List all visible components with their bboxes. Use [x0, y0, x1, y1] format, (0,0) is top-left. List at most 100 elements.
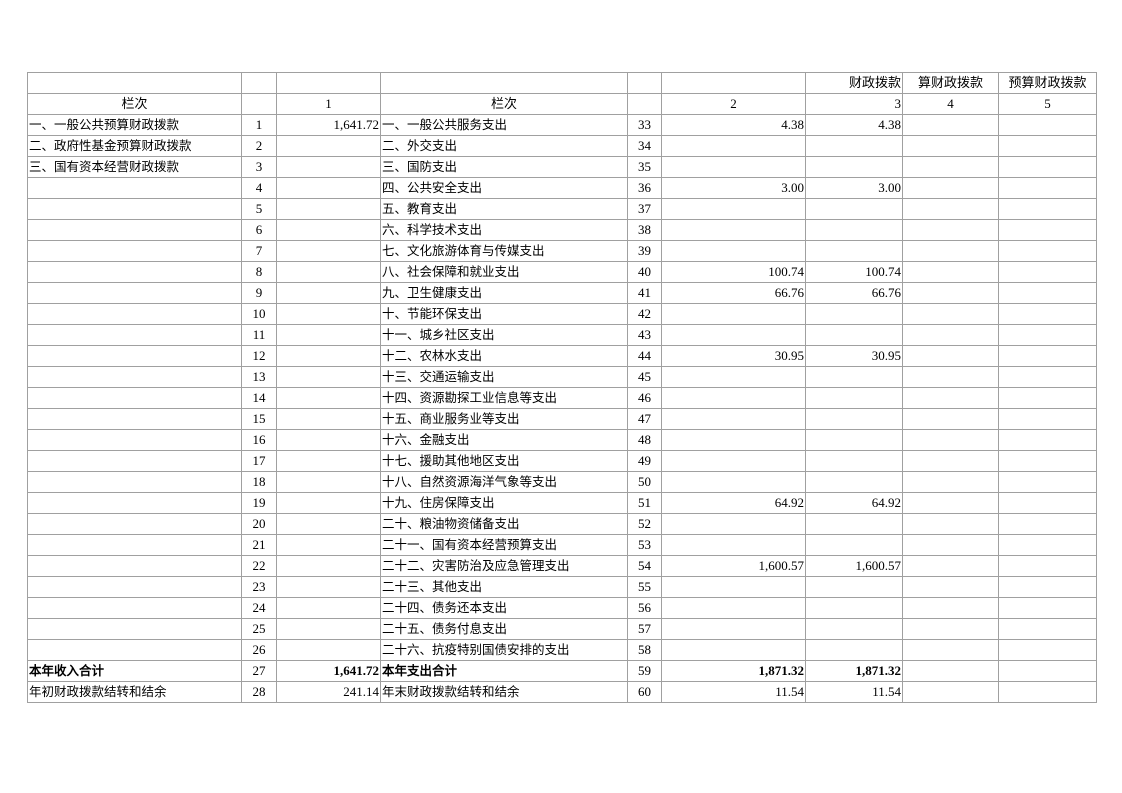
cell: 14 — [241, 387, 277, 409]
cell — [661, 366, 806, 388]
cell: 十二、农林水支出 — [380, 345, 628, 367]
cell — [27, 450, 242, 472]
table-row: 6 六、科学技术支出 38 — [27, 219, 1097, 241]
cell: 43 — [627, 324, 662, 346]
cell — [27, 513, 242, 535]
cell — [902, 681, 999, 703]
cell — [661, 450, 806, 472]
cell: 57 — [627, 618, 662, 640]
table-row: 23 二十三、其他支出 55 — [27, 576, 1097, 598]
cell — [805, 156, 903, 178]
cell — [902, 387, 999, 409]
cell: 47 — [627, 408, 662, 430]
cell — [902, 219, 999, 241]
cell — [805, 639, 903, 661]
table-row: 二、政府性基金预算财政拨款 2 二、外交支出 34 — [27, 135, 1097, 157]
cell: 30.95 — [661, 345, 806, 367]
cell: 十四、资源勘探工业信息等支出 — [380, 387, 628, 409]
cell — [805, 198, 903, 220]
cell: 3.00 — [805, 177, 903, 199]
cell — [805, 597, 903, 619]
cell: 25 — [241, 618, 277, 640]
cell — [998, 618, 1097, 640]
cell — [998, 198, 1097, 220]
cell — [627, 93, 662, 115]
cell — [661, 513, 806, 535]
cell: 26 — [241, 639, 277, 661]
cell — [998, 660, 1097, 682]
cell: 51 — [627, 492, 662, 514]
cell: 1,600.57 — [661, 555, 806, 577]
cell: 二、外交支出 — [380, 135, 628, 157]
cell — [27, 471, 242, 493]
cell — [998, 576, 1097, 598]
cell — [805, 618, 903, 640]
cell: 三、国有资本经营财政拨款 — [27, 156, 242, 178]
cell: 11 — [241, 324, 277, 346]
cell: 8 — [241, 261, 277, 283]
cell — [998, 429, 1097, 451]
cell: 100.74 — [661, 261, 806, 283]
cell: 一、一般公共预算财政拨款 — [27, 114, 242, 136]
cell: 1,871.32 — [805, 660, 903, 682]
header-row-columns: 栏次 1 栏次 2 3 4 5 — [27, 93, 1097, 115]
cell — [276, 492, 381, 514]
cell: 算财政拨款 — [902, 72, 999, 94]
cell: 4 — [902, 93, 999, 115]
cell — [998, 555, 1097, 577]
cell: 4.38 — [661, 114, 806, 136]
cell — [27, 72, 242, 94]
cell: 7 — [241, 240, 277, 262]
cell — [661, 387, 806, 409]
cell — [276, 450, 381, 472]
cell: 1,641.72 — [276, 660, 381, 682]
cell — [902, 576, 999, 598]
cell — [902, 114, 999, 136]
cell — [276, 534, 381, 556]
cell — [902, 513, 999, 535]
cell: 三、国防支出 — [380, 156, 628, 178]
table-row: 17 十七、援助其他地区支出 49 — [27, 450, 1097, 472]
cell — [661, 429, 806, 451]
cell: 49 — [627, 450, 662, 472]
cell: 五、教育支出 — [380, 198, 628, 220]
cell: 20 — [241, 513, 277, 535]
cell — [998, 471, 1097, 493]
cell: 56 — [627, 597, 662, 619]
cell: 38 — [627, 219, 662, 241]
cell: 27 — [241, 660, 277, 682]
cell — [661, 240, 806, 262]
cell — [902, 555, 999, 577]
cell — [661, 471, 806, 493]
cell: 6 — [241, 219, 277, 241]
cell: 59 — [627, 660, 662, 682]
cell: 64.92 — [805, 492, 903, 514]
cell: 10 — [241, 303, 277, 325]
cell — [998, 219, 1097, 241]
cell — [27, 534, 242, 556]
cell: 23 — [241, 576, 277, 598]
table-row: 7 七、文化旅游体育与传媒支出 39 — [27, 240, 1097, 262]
cell: 35 — [627, 156, 662, 178]
cell: 年末财政拨款结转和结余 — [380, 681, 628, 703]
cell — [902, 324, 999, 346]
cell — [276, 219, 381, 241]
cell: 54 — [627, 555, 662, 577]
cell — [998, 366, 1097, 388]
cell — [661, 534, 806, 556]
cell: 40 — [627, 261, 662, 283]
table-row: 15 十五、商业服务业等支出 47 — [27, 408, 1097, 430]
table-row: 19 十九、住房保障支出 51 64.92 64.92 — [27, 492, 1097, 514]
cell — [805, 576, 903, 598]
cell: 39 — [627, 240, 662, 262]
cell — [998, 282, 1097, 304]
cell: 十五、商业服务业等支出 — [380, 408, 628, 430]
table-row: 21 二十一、国有资本经营预算支出 53 — [27, 534, 1097, 556]
table-row: 10 十、节能环保支出 42 — [27, 303, 1097, 325]
cell — [998, 177, 1097, 199]
cell: 1 — [241, 114, 277, 136]
total-row: 本年收入合计 27 1,641.72 本年支出合计 59 1,871.32 1,871.32 — [27, 660, 1097, 682]
cell: 52 — [627, 513, 662, 535]
cell — [661, 219, 806, 241]
cell — [276, 261, 381, 283]
